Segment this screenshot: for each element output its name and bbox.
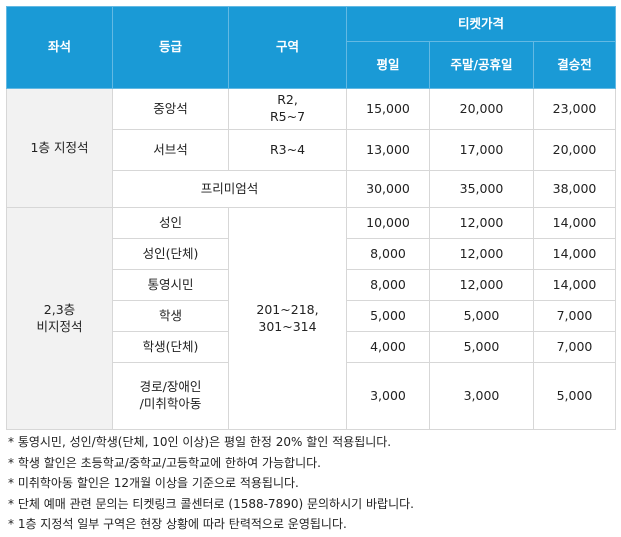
price-weekend: 20,000: [429, 88, 534, 130]
price-weekday: 4,000: [346, 331, 430, 363]
table-row: 성인(단체) 8,000 12,000 14,000: [7, 238, 616, 270]
price-weekday: 13,000: [346, 129, 430, 171]
zone-cell: R3~4: [228, 129, 347, 171]
price-final: 7,000: [533, 300, 616, 332]
table-row: 학생(단체) 4,000 5,000 7,000: [7, 331, 616, 363]
price-final: 38,000: [533, 170, 616, 208]
table-row: 프리미엄석 30,000 35,000 38,000: [7, 170, 616, 208]
zone-line: R2, R5~7: [269, 92, 306, 124]
notes-list: * 통영시민, 성인/학생(단체, 10인 이상)은 평일 한정 20% 할인 …: [8, 432, 414, 535]
note-item: * 단체 예매 관련 문의는 티켓링크 콜센터로 (1588-7890) 문의하…: [8, 496, 414, 511]
price-weekend: 35,000: [429, 170, 534, 208]
grade-cell: 경로/장애인 /미취학아동: [112, 362, 229, 430]
note-item: * 학생 할인은 초등학교/중학교/고등학교에 한하여 가능합니다.: [8, 455, 321, 470]
table-row: 학생 5,000 5,000 7,000: [7, 300, 616, 332]
header-final: 결승전: [533, 41, 616, 89]
table-row: 경로/장애인 /미취학아동 3,000 3,000 5,000: [7, 362, 616, 430]
price-final: 14,000: [533, 269, 616, 301]
grade-cell: 통영시민: [112, 269, 229, 301]
table-row: 서브석 R3~4 13,000 17,000 20,000: [7, 129, 616, 171]
price-weekday: 10,000: [346, 207, 430, 239]
price-weekend: 12,000: [429, 269, 534, 301]
price-weekend: 12,000: [429, 238, 534, 270]
ticket-price-table: 좌석 등급 구역 티켓가격 평일 주말/공휴일 결승전 1층 지정석 중앙석 R…: [6, 6, 616, 430]
zone-floor23-label: 201~218, 301~314: [256, 301, 319, 334]
price-weekend: 5,000: [429, 300, 534, 332]
zone-floor23: 201~218, 301~314: [228, 207, 347, 430]
grade-cell: 성인(단체): [112, 238, 229, 270]
price-final: 14,000: [533, 207, 616, 239]
zone-cell: R2, R5~7: [228, 88, 347, 130]
price-weekday: 8,000: [346, 238, 430, 270]
price-weekday: 15,000: [346, 88, 430, 130]
note-item: * 미취학아동 할인은 12개월 이상을 기준으로 적용됩니다.: [8, 476, 299, 490]
header-weekend: 주말/공휴일: [429, 41, 534, 89]
table-row: 1층 지정석 중앙석 R2, R5~7 15,000 20,000 23,000: [6, 88, 616, 208]
price-final: 14,000: [533, 238, 616, 270]
grade-senior-label: 경로/장애인 /미취학아동: [139, 379, 202, 411]
price-weekday: 3,000: [346, 362, 430, 430]
note-item: * 1층 지정석 일부 구역은 현장 상황에 따라 탄력적으로 운영됩니다.: [8, 517, 347, 531]
header-weekday: 평일: [346, 41, 430, 89]
header-zone: 구역: [228, 6, 347, 89]
price-final: 20,000: [533, 129, 616, 171]
seat-floor23: 2,3층 비지정석: [6, 207, 113, 430]
header-seat: 좌석: [6, 6, 113, 89]
price-final: 23,000: [533, 88, 616, 130]
price-weekend: 17,000: [429, 129, 534, 171]
grade-cell: 성인: [112, 207, 229, 239]
grade-cell: 학생(단체): [112, 331, 229, 363]
seat-floor1: 1층 지정석: [6, 88, 113, 208]
price-weekend: 5,000: [429, 331, 534, 363]
grade-cell: 학생: [112, 300, 229, 332]
table-row: 2,3층 비지정석 성인 201~218, 301~314 10,000 12,…: [6, 207, 616, 430]
price-weekday: 5,000: [346, 300, 430, 332]
header-ticket-price: 티켓가격: [346, 6, 616, 42]
seat-floor23-label: 2,3층 비지정석: [36, 301, 83, 334]
price-final: 5,000: [533, 362, 616, 430]
grade-cell: 서브석: [112, 129, 229, 171]
grade-premium: 프리미엄석: [112, 170, 347, 208]
table-row: 통영시민 8,000 12,000 14,000: [7, 269, 616, 301]
price-final: 7,000: [533, 331, 616, 363]
price-weekday: 30,000: [346, 170, 430, 208]
header-grade: 등급: [112, 6, 229, 89]
note-item: * 통영시민, 성인/학생(단체, 10인 이상)은 평일 한정 20% 할인 …: [8, 435, 392, 449]
grade-cell: 중앙석: [112, 88, 229, 130]
price-weekend: 12,000: [429, 207, 534, 239]
price-weekend: 3,000: [429, 362, 534, 430]
price-weekday: 8,000: [346, 269, 430, 301]
